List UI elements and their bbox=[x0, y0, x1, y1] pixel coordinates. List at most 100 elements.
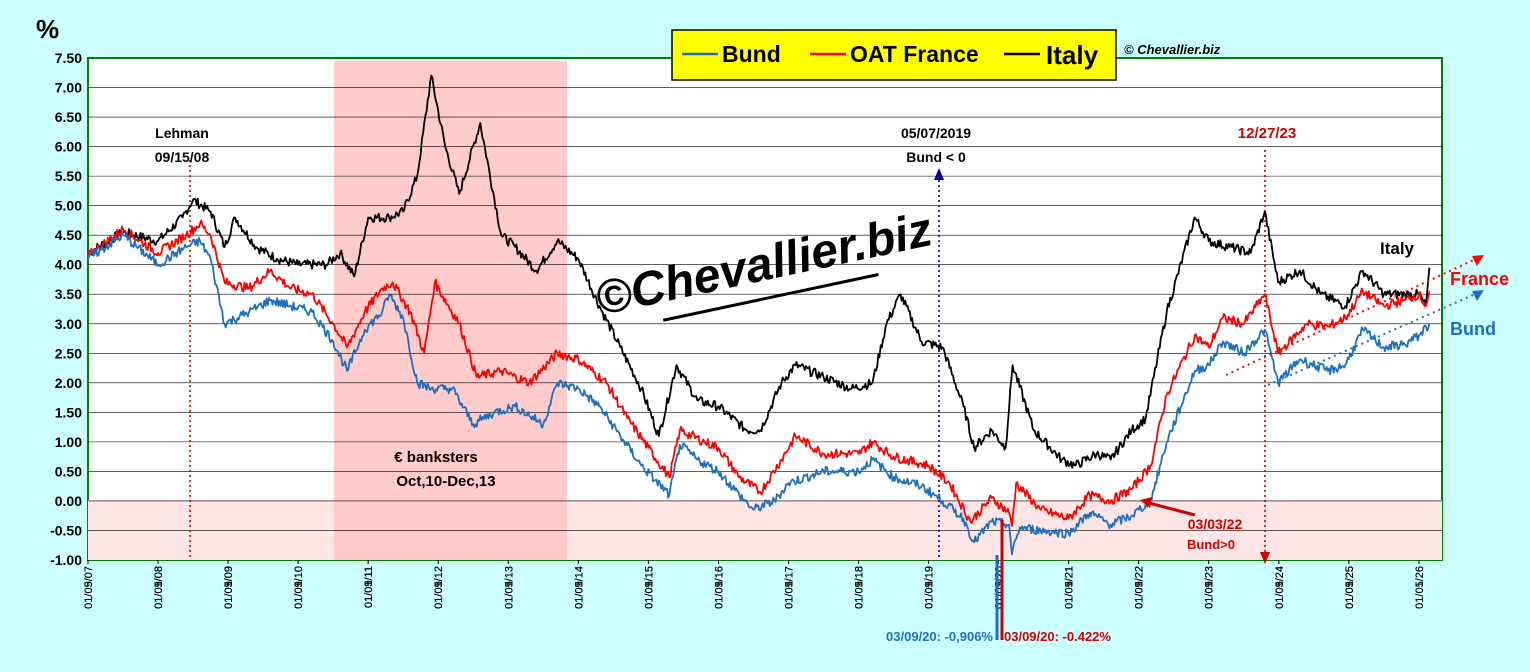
legend-italy-label: Italy bbox=[1046, 40, 1099, 70]
x-tick-label: 01/01/11 bbox=[363, 566, 375, 608]
y-tick-label: 7.50 bbox=[55, 50, 82, 66]
oat-low-label: 03/09/20: -0.422% bbox=[1004, 629, 1111, 644]
legend-box bbox=[671, 29, 1117, 81]
x-tick-label: 01/01/14 bbox=[573, 566, 585, 609]
lehman-date-label: 09/15/08 bbox=[155, 149, 210, 165]
copyright-label: © Chevallier.biz bbox=[1124, 42, 1221, 57]
x-tick-label: 01/09/23 bbox=[1204, 566, 1216, 609]
x-tick-label: 01/09/21 bbox=[1064, 566, 1076, 609]
y-tick-label: -1.00 bbox=[50, 552, 82, 568]
x-tick-label: 01/01/26 bbox=[1414, 566, 1426, 609]
y-unit-label: % bbox=[36, 14, 59, 44]
y-tick-label: 1.00 bbox=[55, 434, 82, 450]
x-tick-label: 01/09/25 bbox=[1344, 566, 1356, 609]
y-tick-label: 5.00 bbox=[55, 198, 82, 214]
y-tick-label: 4.00 bbox=[55, 257, 82, 273]
x-tick-label: 01/09/08 bbox=[153, 566, 165, 609]
series-line-bund bbox=[87, 231, 1431, 556]
x-tick-label: 01/05/25 bbox=[1344, 566, 1356, 609]
y-tick-label: 2.50 bbox=[55, 345, 82, 361]
x-tick-label: 01/01/16 bbox=[713, 566, 725, 609]
bund-negative-arrowhead bbox=[934, 168, 944, 180]
bund-negative-date-label: 05/07/2019 bbox=[901, 125, 971, 141]
y-tick-label: 3.50 bbox=[55, 286, 82, 302]
x-tick-label: 01/09/24 bbox=[1274, 566, 1286, 609]
x-tick-label: 01/01/23 bbox=[1204, 566, 1216, 609]
x-tick-label: 01/01/19 bbox=[924, 566, 936, 609]
x-tick-label: 01/05/10 bbox=[293, 566, 305, 609]
y-tick-label: 6.50 bbox=[55, 109, 82, 125]
x-tick-label: 01/01/25 bbox=[1344, 566, 1356, 609]
x-tick-label: 01/01/12 bbox=[433, 566, 445, 609]
x-tick-label: 01/01/13 bbox=[503, 566, 515, 609]
x-tick-label: 01/05/12 bbox=[433, 566, 445, 609]
x-tick-label: 01/05/13 bbox=[503, 566, 515, 609]
x-tick-label: 01/09/12 bbox=[433, 566, 445, 609]
x-tick-label: 01/09/18 bbox=[854, 566, 866, 609]
bund-positive-pointer bbox=[1144, 500, 1196, 517]
date-2023-label: 12/27/23 bbox=[1238, 125, 1296, 142]
x-tick-label: 01/05/18 bbox=[854, 566, 866, 609]
bund-low-label: 03/09/20: -0,906% bbox=[886, 629, 993, 644]
x-tick-label: 01/01/24 bbox=[1274, 566, 1286, 609]
bund-trend-arrowhead bbox=[1472, 290, 1484, 301]
y-tick-label: 1.50 bbox=[55, 404, 82, 420]
bund-positive-label: Bund>0 bbox=[1187, 537, 1235, 552]
date-2023-arrowhead bbox=[1260, 552, 1270, 564]
x-tick-label: 01/09/10 bbox=[293, 566, 305, 609]
x-tick-label: 01/05/19 bbox=[924, 566, 936, 609]
x-tick-label: 01/05/22 bbox=[1134, 566, 1146, 609]
y-tick-label: 0.50 bbox=[55, 463, 82, 479]
x-tick-label: 01/01/18 bbox=[854, 566, 866, 609]
france-series-label: France bbox=[1450, 269, 1509, 289]
x-tick-label: 01/09/07 bbox=[83, 566, 95, 609]
bund-series-label: Bund bbox=[1450, 319, 1496, 339]
y-tick-label: 6.00 bbox=[55, 139, 82, 155]
x-tick-label: 01/09/17 bbox=[783, 566, 795, 609]
france-trend-arrowhead bbox=[1472, 255, 1484, 266]
lehman-label: Lehman bbox=[155, 125, 209, 141]
x-tick-label: 01/09/15 bbox=[643, 566, 655, 609]
x-tick-label: 01/09/16 bbox=[713, 566, 725, 609]
x-tick-label: 01/05/24 bbox=[1274, 566, 1286, 609]
x-tick-label: 01/05/26 bbox=[1414, 566, 1426, 609]
legend-bund-label: Bund bbox=[722, 41, 781, 67]
bund-positive-arrowhead bbox=[1140, 497, 1152, 508]
y-tick-label: 5.50 bbox=[55, 168, 82, 184]
y-tick-label: 7.00 bbox=[55, 80, 82, 96]
watermark-underline bbox=[662, 273, 879, 322]
italy-series-label: Italy bbox=[1380, 239, 1415, 258]
x-tick-label: 01/09/09 bbox=[223, 566, 235, 609]
banksters-period-label: Oct,10-Dec,13 bbox=[396, 473, 495, 490]
x-tick-label: 01/01/21 bbox=[1064, 566, 1076, 609]
bund-negative-label: Bund < 0 bbox=[906, 149, 966, 165]
banksters-label: € banksters bbox=[394, 449, 477, 466]
legend-oat-label: OAT France bbox=[850, 41, 979, 67]
x-tick-label: 01/01/15 bbox=[643, 566, 655, 609]
y-tick-label: 4.50 bbox=[55, 227, 82, 243]
x-tick-label: 01/05/16 bbox=[713, 566, 725, 609]
x-tick-label: 01/05/09 bbox=[223, 566, 235, 609]
x-tick-label: 01/01/08 bbox=[153, 566, 165, 609]
y-tick-label: -0.50 bbox=[50, 522, 82, 538]
x-tick-label: 01/05/23 bbox=[1204, 566, 1216, 609]
plot-area bbox=[87, 57, 1443, 561]
x-tick-label: 01/05/07 bbox=[83, 566, 95, 609]
y-tick-label: 0.00 bbox=[55, 493, 82, 509]
bund-trend-line bbox=[1267, 291, 1481, 386]
y-tick-label: 2.00 bbox=[55, 375, 82, 391]
x-tick-label: 01/09/20 bbox=[994, 566, 1006, 609]
x-tick-label: 01/05/15 bbox=[643, 566, 655, 609]
x-tick-label: 01/05/17 bbox=[783, 566, 795, 609]
x-tick-label: 01/01/22 bbox=[1134, 566, 1146, 609]
negative-zone bbox=[88, 500, 1442, 560]
series-line-oat-france bbox=[87, 219, 1431, 527]
y-tick-label: 3.00 bbox=[55, 316, 82, 332]
x-tick-label: 01/01/09 bbox=[223, 566, 235, 609]
series-line-italy bbox=[87, 74, 1431, 469]
x-tick-label: 01/09/14 bbox=[573, 566, 585, 609]
x-tick-label: 01/01/17 bbox=[783, 566, 795, 609]
x-tick-label: 01/01/10 bbox=[293, 566, 305, 609]
